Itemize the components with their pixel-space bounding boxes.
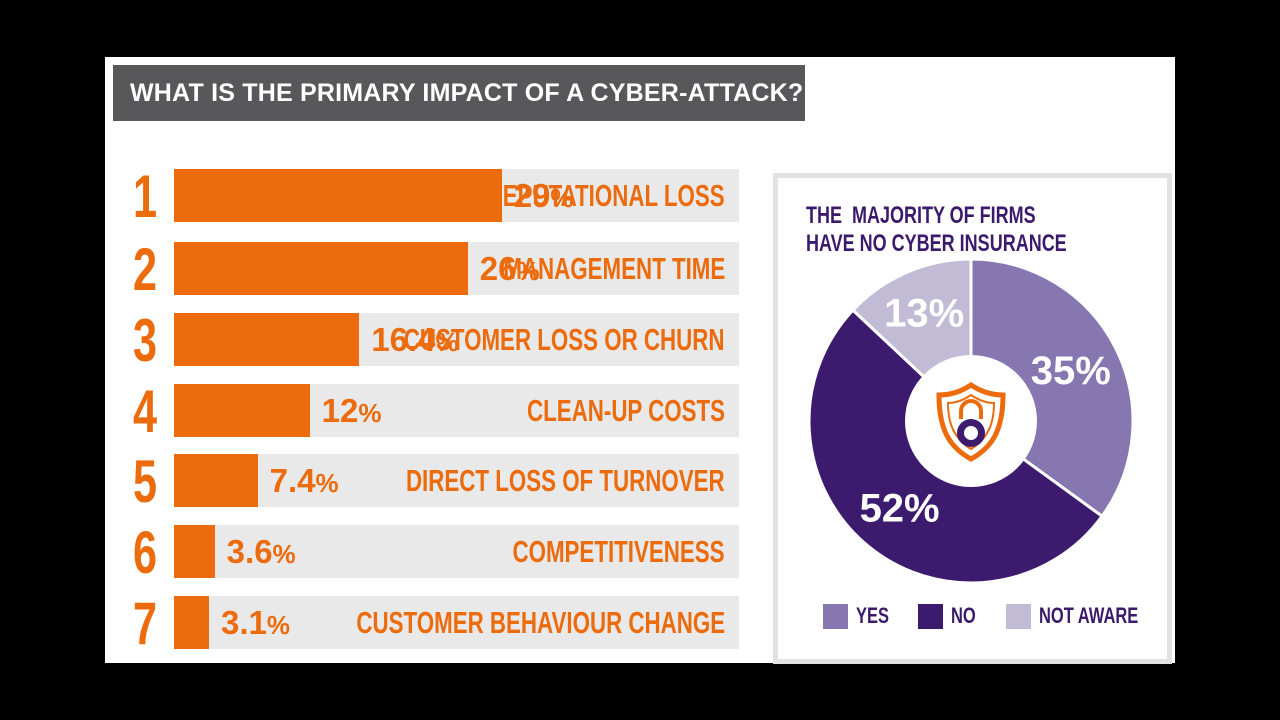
- insurance-pie-panel: THE MAJORITY OF FIRMS HAVE NO CYBER INSU…: [773, 173, 1172, 664]
- pie-title-line-2: HAVE NO CYBER INSURANCE: [806, 230, 1067, 257]
- bar-value-label: 12%: [322, 384, 382, 437]
- bar-value-label: 26%: [480, 242, 540, 295]
- percent-symbol: %: [358, 398, 382, 428]
- pie-slice-label: 13%: [884, 292, 964, 336]
- bar-track: 3.6% COMPETITIVENESS: [174, 525, 739, 578]
- bar-fill: [174, 169, 502, 222]
- legend-swatch: [918, 604, 943, 629]
- bar-value-number: 3.1: [221, 604, 267, 641]
- bar-fill: [174, 384, 310, 437]
- legend-label: YES: [856, 603, 890, 628]
- percent-symbol: %: [315, 468, 339, 498]
- bar-value-number: 12: [321, 392, 359, 429]
- rank-number: 2: [132, 236, 158, 303]
- bar-value-number: 16.4: [371, 321, 436, 358]
- bar-track: 3.1% CUSTOMER BEHAVIOUR CHANGE: [174, 596, 739, 649]
- bar-track: 29% REPUTATIONAL LOSS: [174, 169, 739, 222]
- bar-value-number: 7.4: [269, 462, 316, 499]
- bar-fill: [174, 596, 210, 649]
- percent-symbol: %: [550, 183, 574, 213]
- insurance-pie-chart: 35% 52% 13%: [807, 257, 1135, 585]
- bar-value-label: 3.1%: [221, 596, 290, 649]
- title-bar: WHAT IS THE PRIMARY IMPACT OF A CYBER-AT…: [113, 65, 805, 121]
- legend-label: NOT AWARE: [1039, 603, 1139, 628]
- bar-value-label: 29%: [514, 169, 574, 222]
- rank-number: 5: [132, 448, 158, 515]
- bar-category-label: MANAGEMENT TIME: [503, 251, 725, 286]
- pie-title-line-1: THE MAJORITY OF FIRMS: [806, 202, 1036, 229]
- percent-symbol: %: [516, 256, 540, 286]
- rank-number: 1: [132, 163, 158, 230]
- bar-category-label: REPUTATIONAL LOSS: [486, 178, 725, 213]
- pie-slice-label: 35%: [1031, 349, 1111, 393]
- bar-category-label: CLEAN-UP COSTS: [526, 393, 725, 428]
- rank-number: 6: [132, 519, 158, 586]
- rank-number: 4: [132, 378, 158, 445]
- rank-number: 3: [132, 307, 158, 374]
- bar-category-label: DIRECT LOSS OF TURNOVER: [406, 463, 725, 498]
- bar-track: 26% MANAGEMENT TIME: [174, 242, 739, 295]
- bar-track: 7.4% DIRECT LOSS OF TURNOVER: [174, 454, 739, 507]
- bar-value-number: 29: [513, 177, 551, 214]
- pie-slice-yes: [969, 257, 1135, 519]
- percent-symbol: %: [272, 539, 296, 569]
- shield-lock-icon: [936, 381, 1006, 462]
- bar-fill: [174, 313, 360, 366]
- percent-symbol: %: [435, 327, 459, 357]
- bar-category-label: CUSTOMER BEHAVIOUR CHANGE: [356, 605, 725, 640]
- bar-category-label: CUSTOMER LOSS OR CHURN: [404, 322, 725, 357]
- page-title: WHAT IS THE PRIMARY IMPACT OF A CYBER-AT…: [130, 78, 804, 107]
- legend-label: NO: [951, 603, 976, 628]
- bar-value-number: 3.6: [226, 533, 273, 570]
- legend-swatch: [1006, 604, 1031, 629]
- bar-category-label: COMPETITIVENESS: [512, 534, 725, 569]
- bar-fill: [174, 454, 258, 507]
- legend-swatch: [823, 604, 848, 629]
- bar-value-label: 3.6%: [227, 525, 296, 578]
- infographic-panel: WHAT IS THE PRIMARY IMPACT OF A CYBER-AT…: [105, 57, 1175, 664]
- bar-track: 12% CLEAN-UP COSTS: [174, 384, 739, 437]
- pie-slice-label: 52%: [860, 486, 940, 530]
- bar-value-label: 7.4%: [270, 454, 339, 507]
- bar-track: 16.4% CUSTOMER LOSS OR CHURN: [174, 313, 739, 366]
- bar-value-number: 26: [479, 250, 517, 287]
- bar-fill: [174, 242, 468, 295]
- bar-fill: [174, 525, 215, 578]
- bar-value-label: 16.4%: [371, 313, 458, 366]
- rank-number: 7: [132, 590, 158, 657]
- percent-symbol: %: [266, 610, 291, 640]
